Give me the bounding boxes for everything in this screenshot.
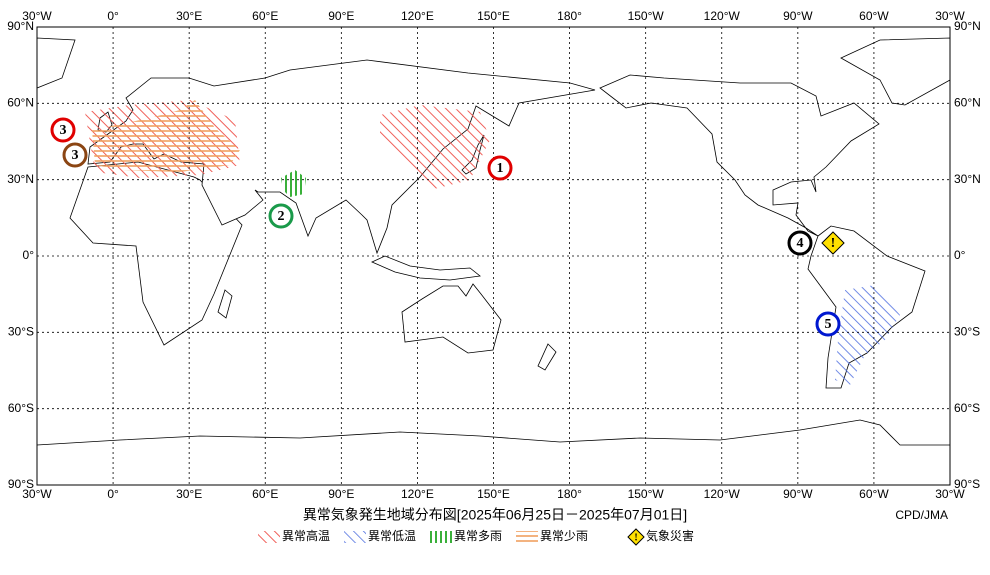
lon-label: 90°W [783,487,813,501]
lon-label: 0° [107,9,119,23]
lon-label: 120°E [401,9,434,23]
lat-label: 30°S [8,325,34,339]
lat-label: 90°N [7,19,34,33]
legend-label: 異常高温 [282,528,330,543]
lat-label: 30°N [7,172,34,186]
lat-label: 60°N [954,96,981,110]
marker-circle [50,117,76,143]
lon-label: 120°E [401,487,434,501]
greenland-east [36,37,76,89]
map-frame [36,26,951,486]
lon-label: 150°E [477,9,510,23]
lat-label: 90°S [954,477,980,491]
legend-diamond-mark: ! [634,532,637,543]
lon-label: 60°E [252,487,278,501]
greenland [840,37,951,106]
lon-label: 60°W [859,9,889,23]
legend: 異常高温 異常低温 異常多雨 異常少雨! 気象災害 [258,528,694,546]
lon-label: 60°E [252,9,278,23]
lon-label: 30°E [176,9,202,23]
anomaly-areas [85,100,900,385]
marker-label: 4 [797,236,804,251]
grid [37,27,950,485]
lon-label: 30°W [935,9,965,23]
cold-area-south-america [835,285,900,385]
legend-swatch [516,531,538,543]
indonesia [371,255,481,281]
lat-label: 90°S [8,477,34,491]
legend-swatch [430,531,452,543]
lat-label: 30°N [954,172,981,186]
marker-circle [815,311,841,337]
legend-diamond [627,528,645,546]
lon-label: 150°W [628,9,665,23]
hot-area-east-asia [380,105,490,190]
marker-circle [787,230,813,256]
marker-label: 3 [60,123,67,138]
marker-label: 3 [72,148,79,163]
lon-label: 90°E [328,487,354,501]
legend-label: 異常多雨 [454,529,502,543]
lon-label: 30°W [22,487,52,501]
lon-label: 180° [557,487,582,501]
marker-circle [268,203,294,229]
lat-label: 60°S [954,401,980,415]
marker-label: 1 [497,161,504,176]
lat-label: 60°N [7,96,34,110]
marker-circle [62,142,88,168]
lat-label: 30°S [954,325,980,339]
lon-label: 30°E [176,487,202,501]
marker-circle [487,155,513,181]
marker-label: 2 [278,209,285,224]
legend-swatch [258,531,280,543]
lon-label: 30°W [22,9,52,23]
lon-label: 90°W [783,9,813,23]
lon-label: 150°E [477,487,510,501]
lon-label: 150°W [628,487,665,501]
marker-label: 5 [825,317,832,332]
lat-label: 60°S [8,401,34,415]
madagascar [217,289,233,319]
lon-label: 90°E [328,9,354,23]
wet-area-south-asia [281,170,306,197]
lon-label: 60°W [859,487,889,501]
lat-label: 0° [23,248,35,262]
lat-label: 0° [954,248,966,262]
dry-area-europe [92,100,240,172]
lon-label: 30°W [935,487,965,501]
lon-label: 120°W [704,487,741,501]
markers: 1 2 33 4 5! [50,117,845,337]
marker-label: ! [831,236,836,251]
lon-label: 0° [107,487,119,501]
credit: CPD/JMA [895,508,948,522]
lon-label: 180° [557,9,582,23]
legend-label: 異常低温 [368,529,416,543]
map-title: 異常気象発生地域分布図[2025年06月25日－2025年07月01日] [303,507,687,523]
axis-labels: 30°W30°W0°0°30°E30°E60°E60°E90°E90°E120°… [7,9,981,501]
legend-swatch [344,531,366,543]
north-america [599,74,880,237]
legend-label: 異常少雨 [540,529,588,543]
new-zealand [537,343,557,371]
lat-label: 90°N [954,19,981,33]
lon-label: 120°W [704,9,741,23]
australia [401,283,502,354]
marker-diamond [821,231,845,255]
legend-label: 気象災害 [646,528,694,543]
